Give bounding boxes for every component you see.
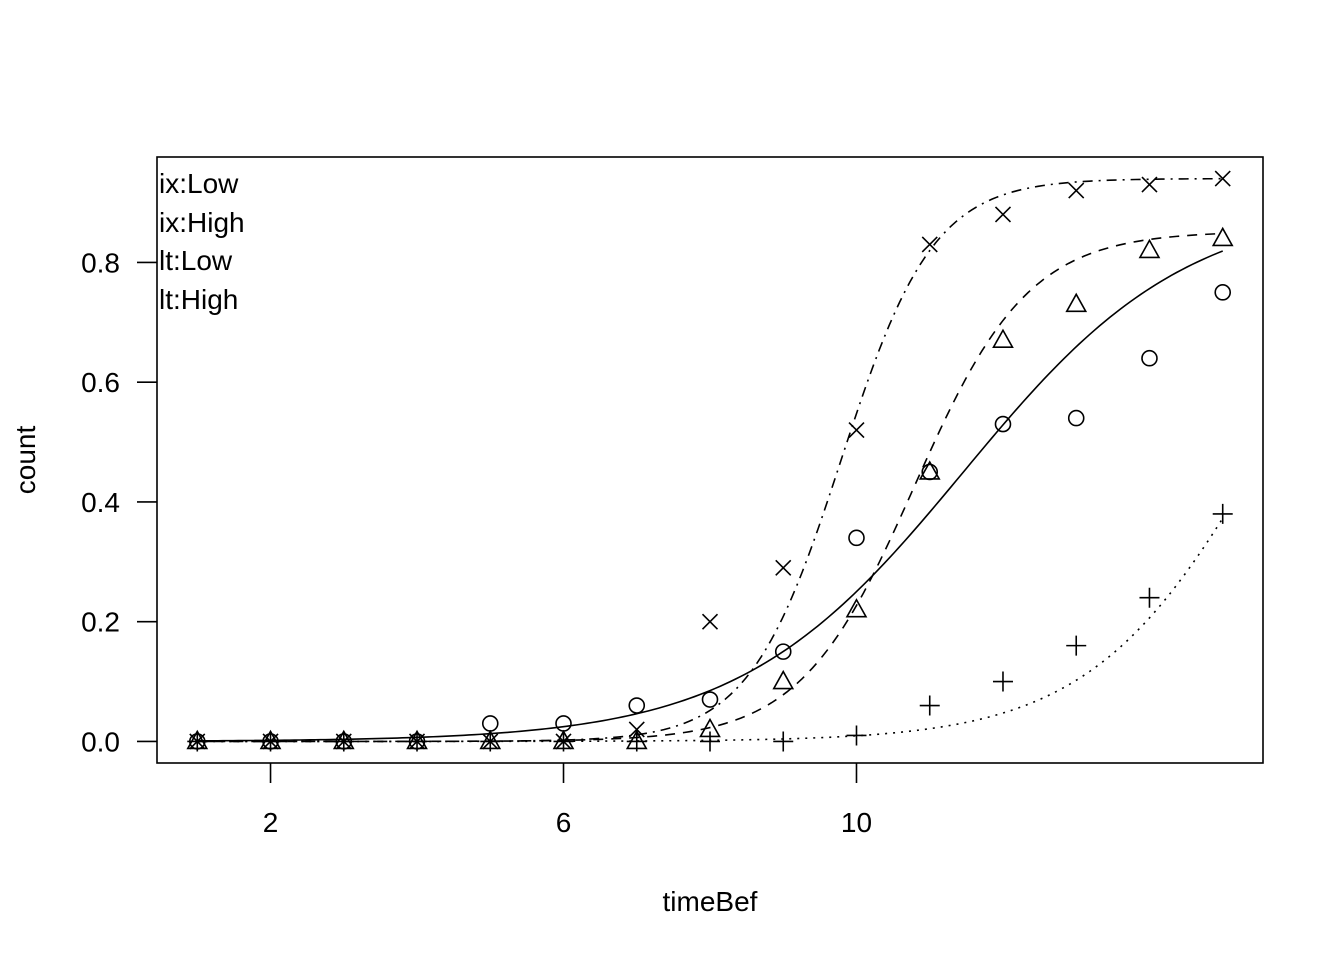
data-point [848, 421, 865, 439]
data-point [845, 598, 868, 618]
legend-label: lt:High [159, 284, 238, 315]
data-point [482, 733, 499, 750]
y-tick-label: 0.4 [81, 487, 120, 518]
data-point [628, 697, 646, 714]
data-point [848, 529, 865, 547]
data-point [992, 671, 1013, 692]
fit-curve [197, 177, 1223, 743]
data-point [408, 733, 426, 750]
data-point [555, 715, 572, 732]
data-point [262, 733, 279, 750]
x-axis: 2 6 10 [263, 763, 872, 838]
fit-curve [197, 232, 1223, 743]
legend-label: ix:Low [159, 168, 239, 199]
data-point [699, 717, 721, 738]
data-point [189, 733, 206, 750]
legend-label: lt:Low [159, 245, 233, 276]
data-point [775, 559, 792, 576]
legend-marker [110, 212, 130, 232]
data-point [992, 328, 1014, 349]
y-axis: 0.0 0.2 0.4 0.6 0.8 [81, 247, 157, 757]
fit-curves [197, 177, 1224, 743]
x-tick-label: 6 [556, 807, 572, 838]
data-point [259, 729, 282, 750]
data-point [700, 731, 720, 752]
x-tick-label: 10 [841, 807, 872, 838]
fit-curve [197, 517, 1224, 743]
data-point [335, 733, 352, 750]
data-point [332, 729, 355, 750]
legend: ix:Low ix:High lt:Low lt:High [110, 168, 245, 315]
y-tick-label: 0.2 [81, 607, 120, 638]
data-point [772, 669, 795, 690]
data-point [1067, 409, 1085, 427]
data-point [1068, 182, 1085, 199]
data-point [701, 613, 719, 630]
data-point [479, 729, 502, 750]
data-point [552, 729, 575, 750]
data-point [1066, 635, 1087, 656]
data-point [1138, 238, 1161, 259]
y-tick-label: 0.6 [81, 367, 120, 398]
data-point [773, 731, 794, 752]
legend-marker [113, 292, 128, 307]
data-point [918, 460, 941, 480]
x-axis-label: timeBef [663, 886, 758, 917]
data-point [406, 729, 428, 750]
data-point [1141, 349, 1158, 367]
data-point [481, 715, 499, 732]
data-point [994, 415, 1012, 433]
data-point [628, 721, 645, 738]
data-point [774, 643, 792, 660]
data-point [1141, 176, 1158, 193]
data-point [186, 729, 209, 750]
data-point [1214, 170, 1231, 187]
data-point [555, 733, 572, 750]
data-point [1214, 284, 1232, 301]
data-point [1065, 292, 1088, 313]
data-points [186, 170, 1234, 752]
data-point [846, 725, 867, 746]
y-tick-label: 0.0 [81, 726, 120, 757]
data-point [1211, 226, 1234, 247]
y-tick-label: 0.8 [81, 247, 120, 278]
legend-label: ix:High [159, 207, 245, 238]
plot-box [156, 156, 1264, 764]
x-tick-label: 2 [263, 807, 279, 838]
legend-marker [113, 176, 128, 191]
data-point [701, 691, 719, 708]
data-point [994, 206, 1012, 223]
data-point [625, 729, 648, 750]
data-point [1212, 503, 1233, 524]
y-axis-label: count [10, 426, 41, 495]
data-point [1139, 587, 1160, 608]
data-point [919, 695, 940, 716]
fit-curve [197, 250, 1224, 742]
data-point [921, 236, 938, 253]
